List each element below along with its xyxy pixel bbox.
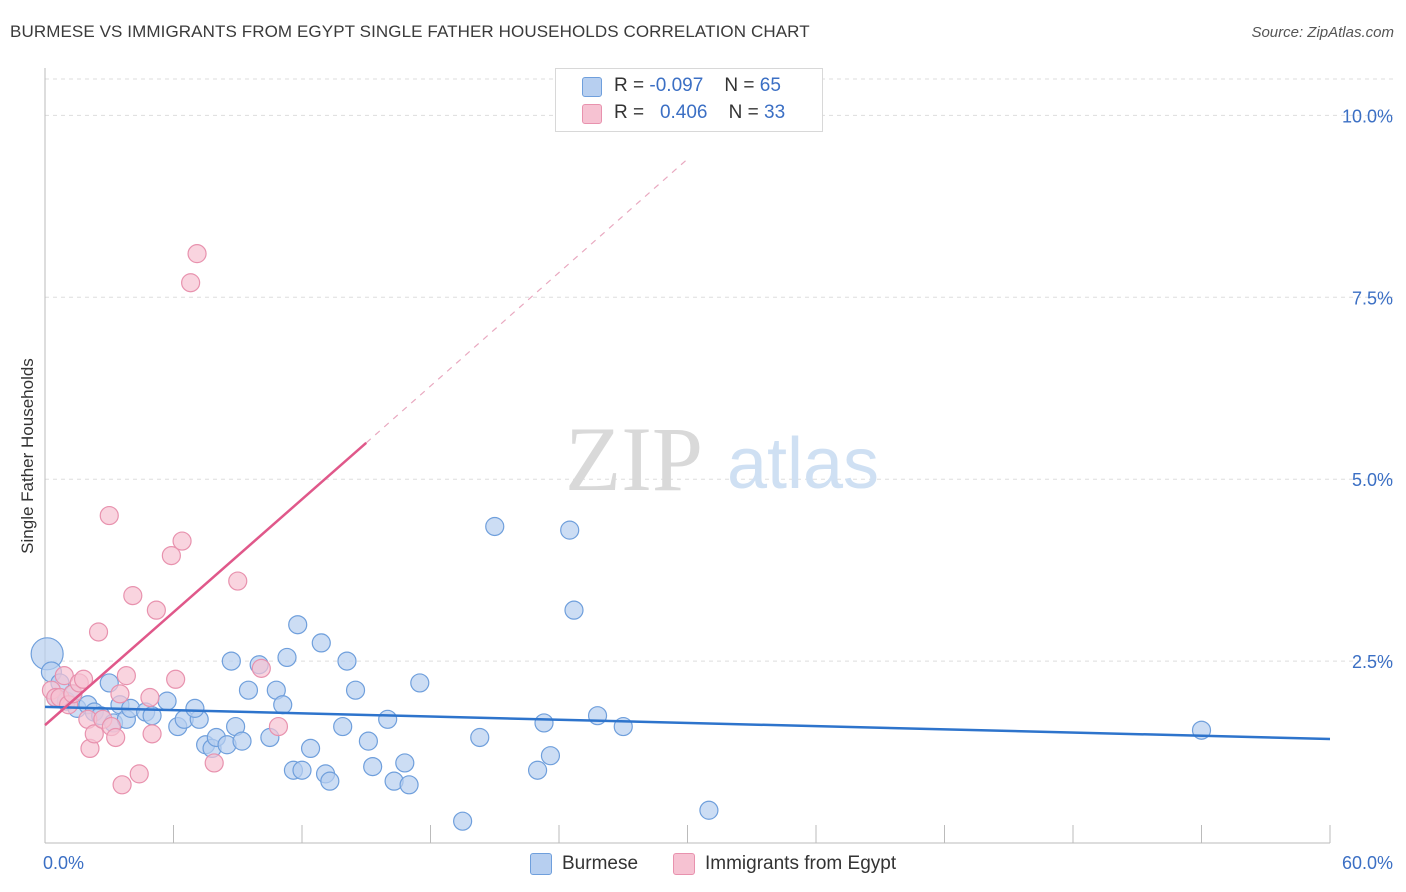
tick-labels: 2.5% 5.0% 7.5% 10.0% 0.0% 60.0% — [43, 106, 1393, 873]
egypt-point — [172, 531, 192, 551]
egypt-point — [110, 684, 130, 704]
source-label: Source: ZipAtlas.com — [1251, 24, 1394, 41]
legend-r-label: R = — [614, 75, 645, 96]
burmese-point — [395, 753, 415, 773]
burmese-point — [277, 647, 297, 668]
burmese-point — [453, 811, 473, 831]
burmese-point — [337, 651, 357, 671]
series-legend: Burmese Immigrants from Egypt — [0, 850, 1406, 880]
egypt-point — [181, 273, 201, 293]
burmese-points — [30, 516, 1212, 831]
x-tick-label-min: 0.0% — [43, 853, 84, 873]
burmese-point — [699, 800, 719, 820]
series-label-burmese: Burmese — [562, 853, 639, 874]
legend-swatch-egypt — [582, 104, 602, 124]
series-swatch-burmese — [530, 853, 552, 875]
legend-swatch-burmese — [582, 77, 602, 97]
egypt-point — [106, 727, 126, 748]
burmese-point — [320, 771, 340, 791]
burmese-point — [300, 738, 321, 759]
gridlines — [45, 78, 1395, 662]
egypt-point — [73, 669, 94, 689]
burmese-point — [345, 680, 366, 700]
burmese-point — [333, 716, 353, 737]
burmese-point — [273, 695, 293, 715]
egypt-point — [228, 571, 248, 591]
burmese-point — [363, 756, 383, 777]
egypt-point — [129, 764, 149, 784]
legend-r-label: R = — [614, 102, 645, 123]
legend-n-label: N = — [724, 75, 755, 96]
burmese-point — [564, 600, 584, 620]
burmese-point — [378, 709, 398, 729]
egypt-point — [140, 687, 160, 708]
y-tick-label: 2.5% — [1352, 652, 1393, 672]
egypt-trend-extension — [365, 158, 688, 444]
chart-title: BURMESE VS IMMIGRANTS FROM EGYPT SINGLE … — [10, 22, 810, 41]
y-tick-label: 7.5% — [1352, 288, 1393, 308]
egypt-points — [41, 244, 289, 795]
egypt-point — [251, 658, 271, 678]
egypt-point — [84, 724, 104, 744]
legend-n-value-egypt: 33 — [764, 102, 786, 123]
x-tick-label-max: 60.0% — [1342, 853, 1393, 873]
egypt-point — [204, 753, 224, 773]
burmese-trend-line — [44, 705, 1331, 741]
egypt-point — [161, 545, 181, 566]
series-swatch-egypt — [673, 853, 695, 875]
egypt-point — [142, 724, 162, 744]
burmese-point — [232, 731, 252, 751]
correlation-legend: R = -0.097 N = 65 R = 0.406 N = 33 — [555, 68, 823, 132]
egypt-point — [112, 775, 132, 795]
trend-lines — [44, 158, 1331, 741]
burmese-point — [157, 691, 177, 711]
burmese-point — [238, 680, 259, 700]
burmese-point — [292, 760, 312, 780]
burmese-point — [410, 673, 430, 693]
legend-n-value-burmese: 65 — [759, 75, 781, 96]
burmese-point — [560, 520, 580, 540]
axes — [44, 68, 1331, 844]
egypt-point — [187, 244, 207, 264]
y-tick-label: 10.0% — [1342, 106, 1393, 126]
watermark-zip: ZIP — [565, 408, 703, 510]
legend-r-value-egypt: 0.406 — [659, 102, 708, 123]
y-tick-label: 5.0% — [1352, 470, 1393, 490]
egypt-point — [116, 666, 136, 686]
burmese-point — [527, 760, 548, 780]
watermark-atlas: atlas — [727, 424, 879, 504]
burmese-point — [288, 615, 308, 635]
egypt-trend-line — [44, 441, 368, 727]
burmese-point — [485, 516, 505, 537]
burmese-point — [540, 746, 561, 766]
legend-r-value-burmese: -0.097 — [649, 75, 704, 96]
egypt-point — [99, 505, 119, 526]
burmese-point — [311, 633, 331, 653]
burmese-point — [470, 727, 490, 748]
series-label-egypt: Immigrants from Egypt — [705, 853, 897, 874]
egypt-point — [123, 586, 143, 606]
egypt-point — [166, 669, 186, 689]
egypt-point — [88, 622, 109, 642]
egypt-point — [146, 600, 166, 620]
egypt-point — [268, 716, 289, 737]
burmese-point — [399, 775, 419, 795]
burmese-point — [358, 731, 378, 751]
watermark: ZIP atlas — [565, 408, 879, 510]
burmese-point — [534, 713, 554, 733]
legend-n-label: N = — [728, 102, 759, 123]
burmese-point — [221, 651, 241, 671]
burmese-point — [185, 698, 205, 718]
